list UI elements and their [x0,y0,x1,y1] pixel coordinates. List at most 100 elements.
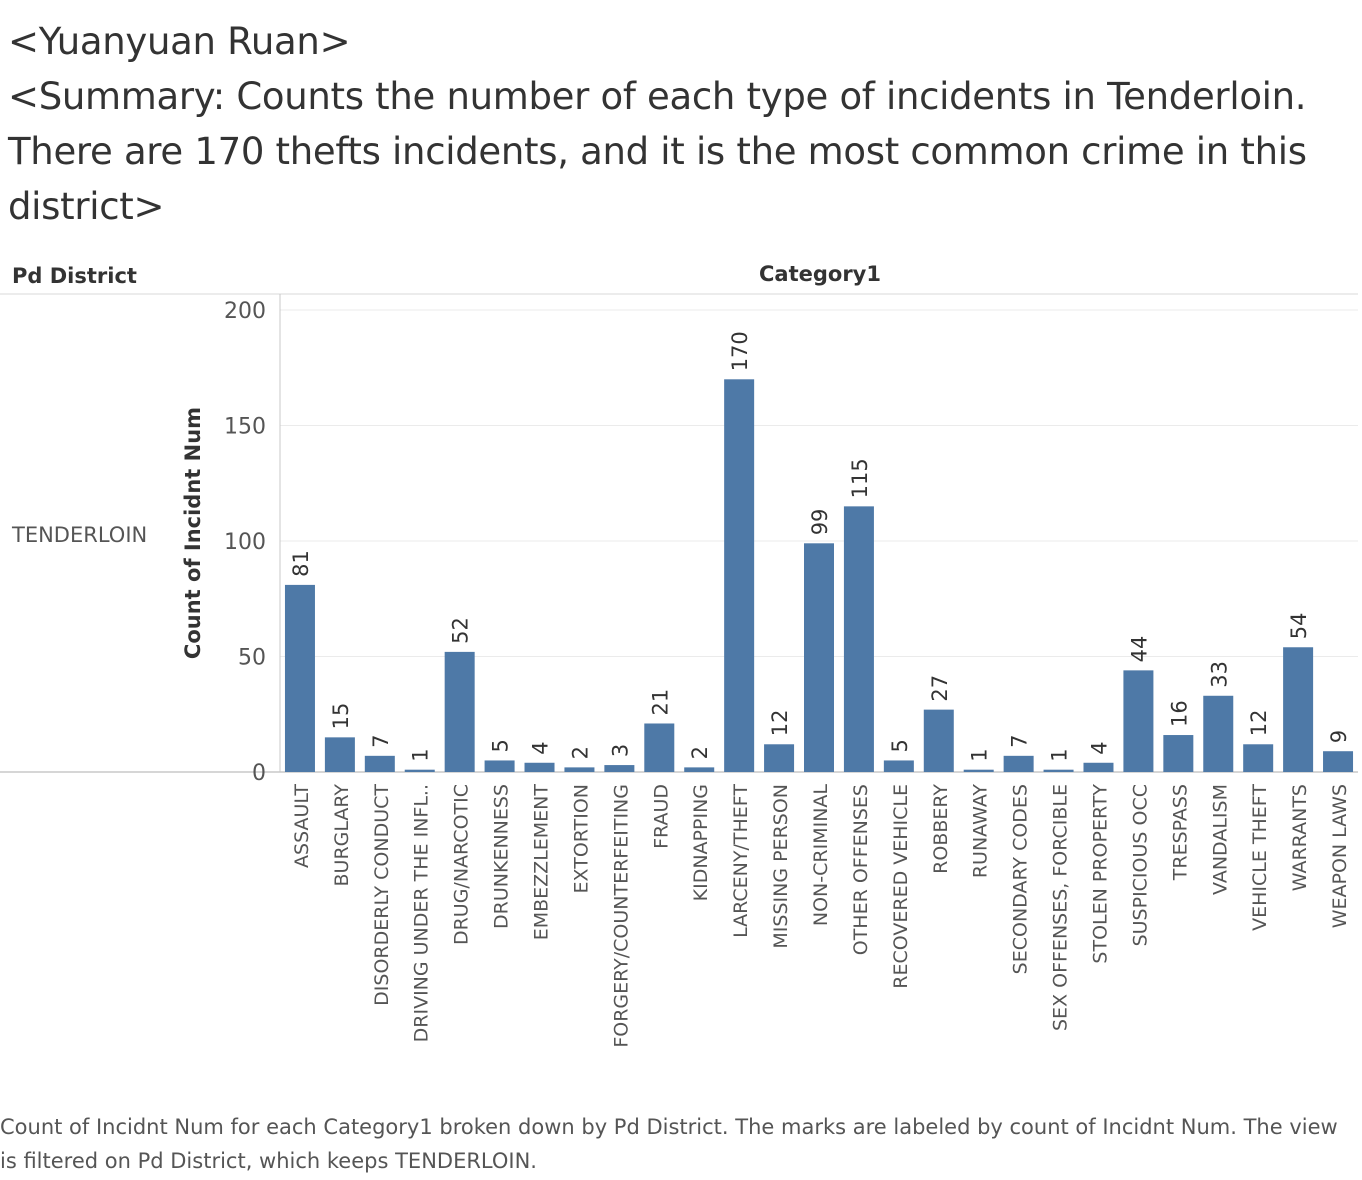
x-category-label: VANDALISM [1209,784,1231,895]
row-header-pd-district: Pd District [12,264,137,288]
x-category-label: VEHICLE THEFT [1249,784,1271,931]
bar-value-label: 5 [888,739,912,752]
bar-value-label: 7 [1008,734,1032,747]
column-header-category: Category1 [759,262,881,286]
bar [1283,647,1314,772]
bar [1203,695,1234,772]
bar-value-label: 12 [768,710,792,737]
dashboard-title-block: <Yuanyuan Ruan> <Summary: Counts the num… [8,14,1353,234]
bar [364,755,395,772]
bar [604,765,635,772]
x-category-label: LARCENY/THEFT [730,784,752,938]
bar [524,762,555,772]
x-category-label: KIDNAPPING [690,784,712,901]
bar [684,767,715,772]
bar [564,767,595,772]
bar [1243,744,1274,772]
x-category-label: NON-CRIMINAL [810,784,832,927]
x-category-label: WARRANTS [1289,784,1311,891]
bar [484,760,515,772]
bar [1123,670,1154,772]
bar-value-label: 1 [409,748,433,761]
x-category-label: DISORDERLY CONDUCT [371,784,393,1006]
bar [843,506,874,772]
x-category-label: STOLEN PROPERTY [1089,784,1111,964]
bar [444,651,475,772]
bar [644,723,675,772]
bar-value-label: 1 [1048,748,1072,761]
bar-value-label: 27 [928,675,952,702]
y-tick-label: 150 [224,415,266,440]
bar-value-label: 15 [329,703,353,730]
gridlines [0,294,1358,773]
y-axis-title: Count of Incidnt Num [181,407,205,659]
y-tick-label: 0 [252,761,266,786]
chart-caption: Count of Incidnt Num for each Category1 … [0,1115,1338,1173]
bar-value-label: 54 [1287,613,1311,640]
y-tick-label: 50 [238,646,266,671]
bar-value-label: 5 [489,739,513,752]
bar [1043,769,1074,772]
x-category-label: DRUNKENNESS [491,784,513,929]
bar [1163,735,1194,772]
x-category-label: DRIVING UNDER THE INFL.. [411,784,433,1042]
x-category-label: RUNAWAY [970,784,992,879]
x-axis-category-labels: ASSAULT BURGLARY DISORDERLY CONDUCT DRIVING… [291,784,1351,1048]
bar-value-label: 4 [1087,741,1111,754]
bar-value-label: 16 [1167,700,1191,727]
bar-value-label: 2 [688,746,712,759]
bars [284,379,1354,772]
x-category-label: EMBEZZLEMENT [531,784,553,941]
bar [1323,751,1354,772]
x-category-label: FORGERY/COUNTERFEITING [610,784,632,1048]
bar-value-label: 115 [848,458,872,498]
x-category-label: ASSAULT [291,784,313,868]
bar [883,760,914,772]
bar [284,584,315,772]
bar-value-label: 33 [1207,661,1231,688]
bar [923,709,954,772]
x-category-label: BURGLARY [331,784,353,887]
bar [404,769,435,772]
x-category-label: SUSPICIOUS OCC [1129,784,1151,946]
bar [724,379,755,772]
bar-value-label: 9 [1327,730,1351,743]
y-tick-label: 100 [224,530,266,555]
x-category-label: ROBBERY [930,784,952,874]
x-category-label: DRUG/NARCOTIC [451,784,473,945]
bar-value-label: 1 [968,748,992,761]
author-title: <Yuanyuan Ruan> [8,20,351,63]
x-category-label: WEAPON LAWS [1329,784,1351,928]
bar [764,744,795,772]
x-category-label: EXTORTION [570,784,592,893]
bar [963,769,994,772]
row-label-tenderloin: TENDERLOIN [12,523,148,547]
x-category-label: TRESPASS [1169,784,1191,881]
bar-value-label: 52 [449,617,473,644]
x-category-label: SEX OFFENSES, FORCIBLE [1050,784,1072,1031]
y-axis-ticks: 0 50 100 150 200 [224,299,266,786]
x-category-label: FRAUD [650,784,672,849]
x-category-label: RECOVERED VEHICLE [890,784,912,989]
bar-value-label: 7 [369,734,393,747]
y-tick-label: 200 [224,299,266,324]
bar [324,737,355,772]
summary-text: <Summary: Counts the number of each type… [8,75,1307,228]
x-category-label: OTHER OFFENSES [850,784,872,955]
bar [1083,762,1114,772]
bar [1003,755,1034,772]
bar-value-label: 44 [1127,636,1151,663]
bar-value-label: 99 [808,509,832,536]
bar-value-label: 170 [728,331,752,371]
bar-value-label: 12 [1247,710,1271,737]
bar [804,543,834,772]
bar-value-label: 4 [529,741,553,754]
x-category-label: MISSING PERSON [770,784,792,949]
bar-value-label: 21 [648,689,672,716]
bar-value-label: 3 [608,744,632,757]
x-category-label: SECONDARY CODES [1010,784,1032,974]
bar-value-label: 81 [289,550,313,577]
bar-value-label: 2 [568,746,592,759]
